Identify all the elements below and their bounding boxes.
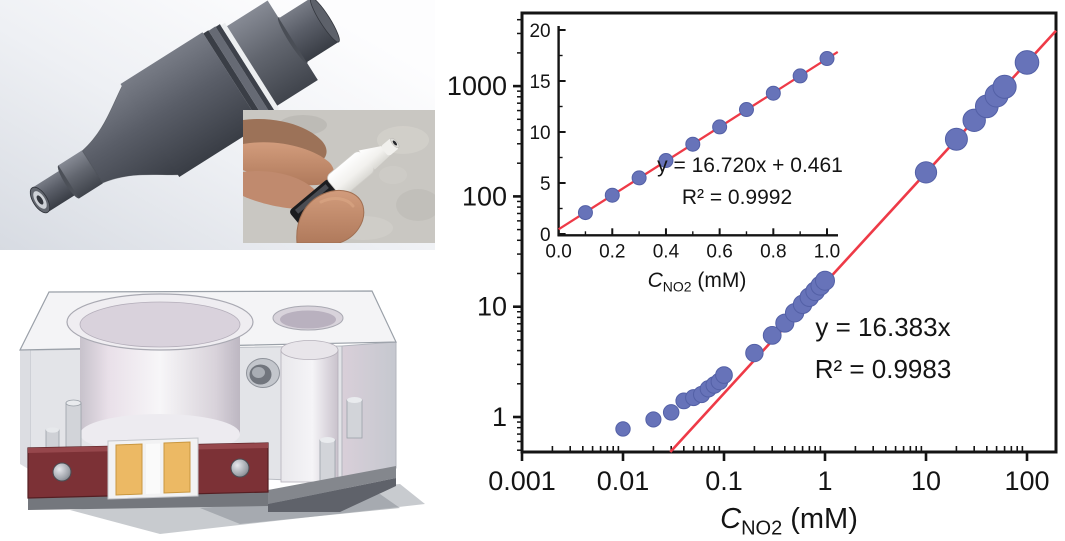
data-point — [1014, 50, 1040, 75]
y-tick-label: 10 — [477, 292, 507, 322]
inset-data-point — [577, 205, 593, 221]
data-point — [662, 404, 680, 421]
x-tick-label: 10 — [911, 466, 941, 496]
y-tick-label: 100 — [462, 181, 507, 211]
inset-data-point — [658, 153, 674, 169]
data-point — [762, 325, 782, 345]
inset-data-point — [792, 68, 808, 84]
data-point — [914, 161, 938, 184]
data-point — [645, 411, 662, 428]
inset-y-tick-label: 5 — [540, 174, 551, 195]
large-bore-rim — [79, 301, 241, 348]
inset-data-point — [712, 119, 728, 135]
inset-data-point — [819, 51, 835, 67]
inset-data-point — [631, 170, 647, 186]
sensor-main-body — [120, 32, 262, 178]
x-tick-label: 1 — [817, 466, 832, 496]
inset-fit-equation: y = 16.720x + 0.461 — [657, 154, 843, 177]
sensor-connector-face — [309, 0, 340, 43]
data-point — [715, 366, 733, 384]
clamp-screw-left-icon — [52, 462, 72, 482]
thumb-highlight — [319, 197, 355, 208]
inset-x-tick-label: 0.0 — [545, 241, 571, 262]
sensor-white-ring — [220, 22, 280, 112]
housing-cad-illustration — [19, 290, 425, 534]
inset-x-tick-label: 1.0 — [814, 241, 840, 262]
x-tick-label: 100 — [1004, 466, 1049, 496]
sensor-connector — [278, 0, 339, 63]
inset-y-tick-label: 20 — [529, 21, 550, 42]
main-fit-r-squared: R² = 0.9983 — [815, 354, 952, 384]
base-plate-right — [268, 466, 396, 504]
inset-y-tick-label: 15 — [529, 72, 550, 93]
inset-x-tick-label: 0.2 — [599, 241, 625, 262]
probe-aperture-icon — [392, 140, 398, 146]
inset-y-tick-label: 10 — [529, 123, 550, 144]
electrode-stack — [107, 437, 199, 500]
left-face — [20, 350, 30, 470]
side-port-inner — [252, 367, 265, 378]
inset-data-point — [604, 187, 620, 203]
small-bore-rim — [280, 310, 336, 329]
probe-base-highlight — [294, 184, 329, 214]
data-point — [944, 127, 968, 151]
x-tick-label: 0.01 — [597, 466, 650, 496]
probe-photo-illustration — [243, 110, 435, 243]
sensor-neck — [58, 150, 103, 199]
sensor-rear-body — [227, 0, 318, 106]
sensor-groove-1 — [203, 30, 266, 124]
base-plate-edge — [268, 478, 396, 512]
calibration-chart-panel: 0.001 0.01 0.1 1 10 100 1 10 100 1000 y = 16.383x R… — [435, 0, 1065, 541]
probe-photo-inset — [243, 110, 435, 243]
inset-data-point — [685, 136, 701, 152]
inset-data-point — [738, 102, 754, 118]
main-fit-equation: y = 16.383x — [815, 312, 950, 342]
data-point — [992, 74, 1017, 99]
inset-y-tick-label: 0 — [540, 225, 551, 246]
thumb — [296, 190, 365, 243]
flow-cell-cad-panel — [0, 258, 435, 541]
y-tick-label: 1000 — [447, 71, 507, 101]
sensor-body-group — [29, 0, 340, 214]
x-tick-label: 0.001 — [488, 466, 556, 496]
small-bore-cylinder-top — [280, 340, 339, 360]
sensor-tip-hole-icon — [36, 195, 44, 205]
inset-data-point — [765, 85, 781, 101]
alignment-pins — [45, 397, 363, 488]
inset-x-tick-label: 0.6 — [706, 241, 732, 262]
middle-finger — [243, 170, 319, 209]
data-point — [615, 421, 631, 437]
probe-taper — [358, 146, 390, 170]
clamp-screw-right-icon — [230, 458, 250, 478]
main-x-axis-title: CNO2 (mM) — [720, 503, 858, 539]
data-point — [745, 343, 764, 363]
inset-x-tick-label: 0.8 — [760, 241, 786, 262]
sensor-collar — [208, 26, 273, 121]
x-tick-label: 0.1 — [705, 466, 743, 496]
inset-x-axis-title: CNO2 (mM) — [648, 269, 747, 295]
main-plot-frame — [520, 11, 1058, 454]
sensor-groove-2 — [215, 24, 276, 116]
inset-x-tick-label: 0.4 — [653, 241, 680, 262]
data-point — [815, 270, 835, 291]
y-tick-label: 1 — [492, 402, 507, 432]
inset-fit-r-squared: R² = 0.9992 — [682, 186, 792, 209]
